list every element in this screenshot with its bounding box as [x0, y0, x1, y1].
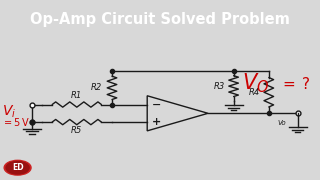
Text: $\mathit{V_O}$: $\mathit{V_O}$ — [242, 72, 269, 95]
Text: +: + — [152, 117, 161, 127]
Circle shape — [6, 161, 29, 174]
Text: R1: R1 — [71, 91, 83, 100]
Text: $=\,?$: $=\,?$ — [280, 76, 310, 92]
Text: R4: R4 — [249, 88, 260, 97]
Text: Op-Amp Circuit Solved Problem: Op-Amp Circuit Solved Problem — [30, 12, 290, 27]
Text: ED: ED — [12, 163, 23, 172]
Text: R3: R3 — [213, 82, 225, 91]
Text: $= 5\,\mathrm{V}$: $= 5\,\mathrm{V}$ — [2, 116, 30, 128]
Text: R5: R5 — [71, 127, 83, 136]
Text: −: − — [152, 100, 162, 110]
Circle shape — [4, 160, 31, 175]
Text: $\mathit{V_i}$: $\mathit{V_i}$ — [2, 103, 16, 120]
Text: R2: R2 — [91, 83, 102, 92]
Text: Vo: Vo — [277, 120, 286, 126]
